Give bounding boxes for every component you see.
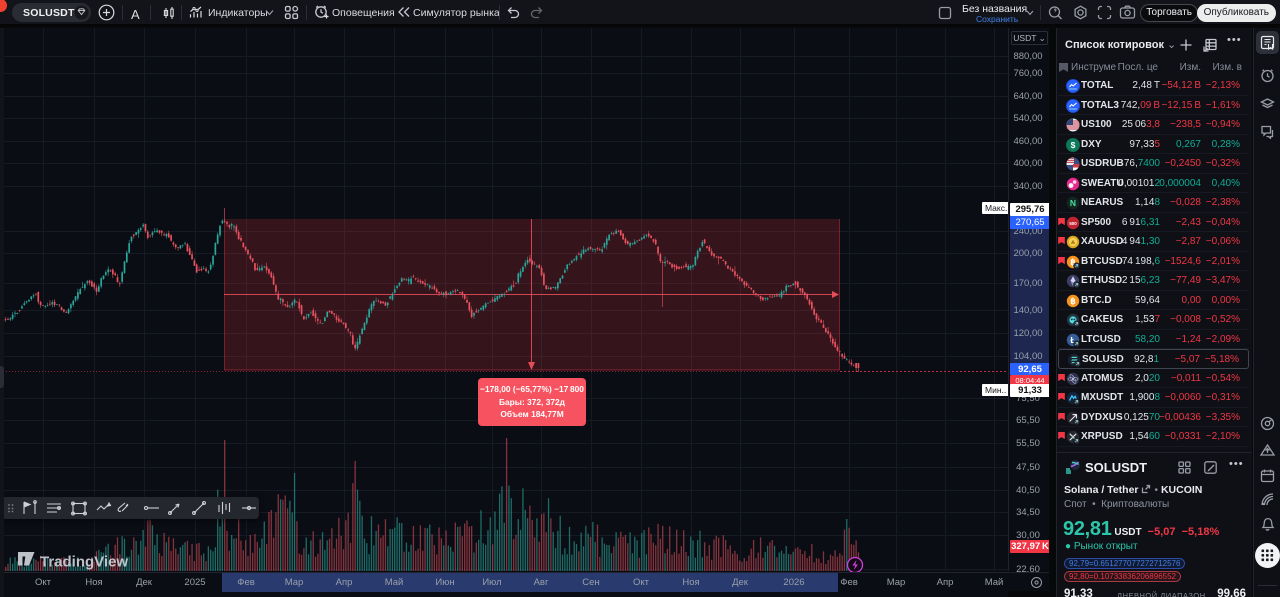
svg-text:฿: ฿ [1070, 296, 1076, 306]
svg-text:500: 500 [1069, 221, 1077, 226]
svg-text:$: $ [1071, 140, 1076, 150]
svg-text:฿: ฿ [1070, 257, 1076, 267]
svg-text:Ł: Ł [1070, 335, 1075, 345]
svg-text:TradingView: TradingView [40, 554, 128, 571]
svg-text:N: N [1070, 198, 1076, 208]
